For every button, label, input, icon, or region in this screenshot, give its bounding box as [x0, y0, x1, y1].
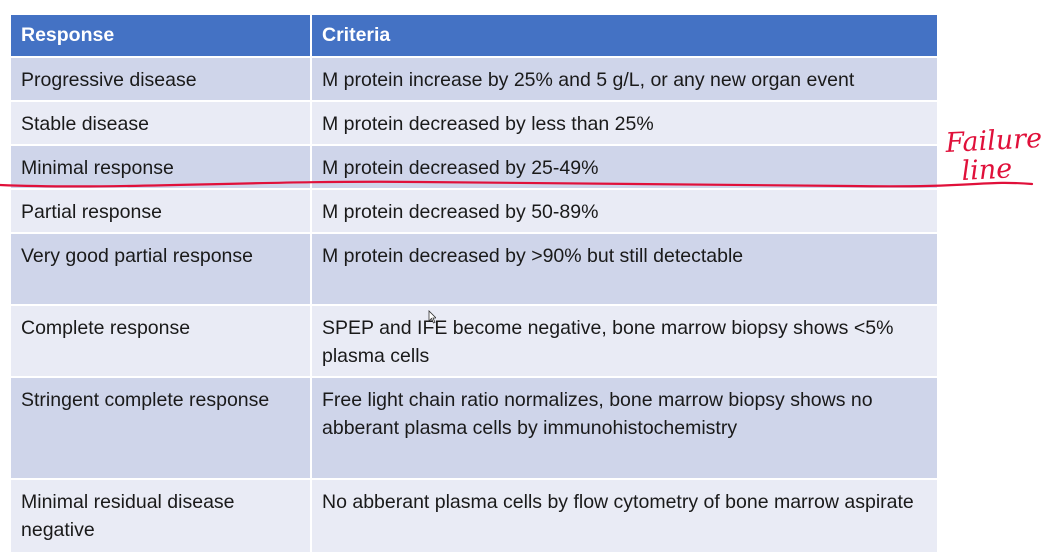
response-cell: Stringent complete response: [11, 377, 312, 480]
table-row: Stringent complete response Free light c…: [11, 377, 937, 480]
table-row: Stable disease M protein decreased by le…: [11, 101, 937, 146]
criteria-cell: M protein decreased by 50-89%: [311, 189, 937, 234]
table-row: Very good partial response M protein dec…: [11, 233, 937, 306]
table-header-row: Response Criteria: [11, 15, 937, 58]
response-cell: Stable disease: [11, 101, 312, 146]
criteria-cell: Free light chain ratio normalizes, bone …: [311, 377, 937, 480]
text-cursor-icon: [428, 310, 436, 324]
criteria-cell: No abberant plasma cells by flow cytomet…: [311, 479, 937, 554]
criteria-cell: M protein increase by 25% and 5 g/L, or …: [311, 57, 937, 102]
criteria-cell: M protein decreased by >90% but still de…: [311, 233, 937, 306]
criteria-cell: M protein decreased by less than 25%: [311, 101, 937, 146]
response-cell: Very good partial response: [11, 233, 312, 306]
table-row: Progressive disease M protein increase b…: [11, 57, 937, 102]
response-cell: Minimal response: [11, 145, 312, 190]
response-criteria-table: Response Criteria Progressive disease M …: [11, 15, 937, 554]
header-criteria: Criteria: [311, 15, 937, 58]
response-cell: Partial response: [11, 189, 312, 234]
annotation-label-line2: line: [961, 153, 1013, 187]
table-row: Complete response SPEP and IFE become ne…: [11, 305, 937, 378]
response-cell: Complete response: [11, 305, 312, 378]
response-cell: Minimal residual disease negative: [11, 479, 312, 554]
response-cell: Progressive disease: [11, 57, 312, 102]
table-row: Minimal response M protein decreased by …: [11, 145, 937, 190]
criteria-cell: M protein decreased by 25-49%: [311, 145, 937, 190]
annotation-label-line1: Failure: [944, 123, 1042, 159]
header-response: Response: [11, 15, 312, 58]
table-row: Minimal residual disease negative No abb…: [11, 479, 937, 554]
table-row: Partial response M protein decreased by …: [11, 189, 937, 234]
criteria-cell: SPEP and IFE become negative, bone marro…: [311, 305, 937, 378]
